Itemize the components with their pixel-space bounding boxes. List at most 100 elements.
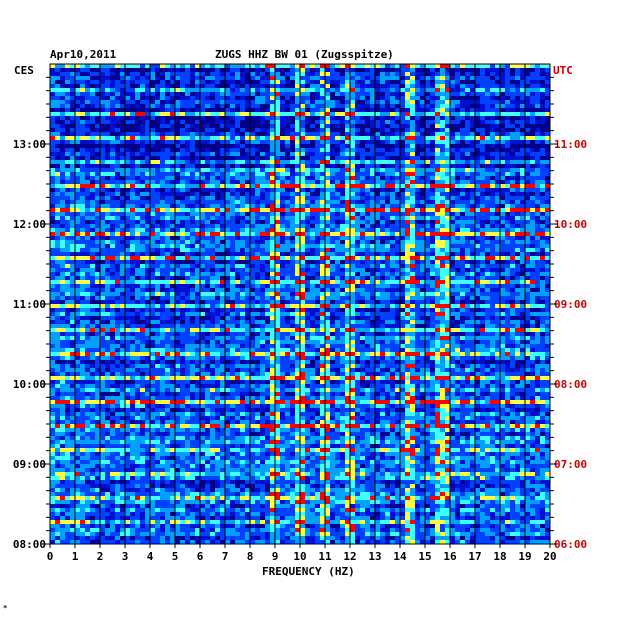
spectrogram-cell	[495, 268, 500, 272]
spectrogram-cell	[110, 152, 115, 156]
spectrogram-cell	[250, 232, 255, 236]
spectrogram-cell	[390, 252, 395, 256]
spectrogram-cell	[395, 96, 400, 100]
spectrogram-cell	[145, 124, 150, 128]
spectrogram-cell	[545, 180, 550, 184]
spectrogram-cell	[130, 276, 135, 280]
spectrogram-cell	[540, 180, 545, 184]
spectrogram-cell	[145, 212, 150, 216]
spectrogram-cell	[175, 284, 180, 288]
spectrogram-cell	[540, 92, 545, 96]
spectrogram-cell	[130, 228, 135, 232]
spectrogram-cell	[175, 192, 180, 196]
spectrogram-cell	[515, 196, 520, 200]
spectrogram-cell	[335, 80, 340, 84]
spectrogram-cell	[545, 232, 550, 236]
spectrogram-cell	[190, 176, 195, 180]
spectrogram-cell	[85, 160, 90, 164]
spectrogram-cell	[180, 76, 185, 80]
spectrogram-cell	[425, 104, 430, 108]
spectrogram-cell	[330, 64, 335, 68]
spectrogram-cell	[415, 136, 420, 140]
spectrogram-cell	[275, 288, 280, 292]
spectrogram-cell	[335, 188, 340, 192]
spectrogram-cell	[470, 156, 475, 160]
spectrogram-cell	[110, 292, 115, 296]
spectrogram-cell	[290, 108, 295, 112]
spectrogram-cell	[360, 96, 365, 100]
spectrogram-cell	[145, 208, 150, 212]
spectrogram-cell	[50, 180, 55, 184]
spectrogram-cell	[340, 200, 345, 204]
spectrogram-cell	[400, 80, 405, 84]
spectrogram-cell	[350, 140, 355, 144]
spectrogram-cell	[185, 80, 190, 84]
spectrogram-cell	[80, 104, 85, 108]
spectrogram-cell	[460, 284, 465, 288]
spectrogram-cell	[480, 168, 485, 172]
spectrogram-cell	[420, 112, 425, 116]
spectrogram-cell	[380, 140, 385, 144]
spectrogram-cell	[130, 132, 135, 136]
spectrogram-cell	[265, 212, 270, 216]
spectrogram-cell	[175, 212, 180, 216]
spectrogram-cell	[130, 92, 135, 96]
spectrogram-cell	[345, 68, 350, 72]
spectrogram-cell	[395, 152, 400, 156]
spectrogram-cell	[135, 204, 140, 208]
spectrogram-cell	[370, 152, 375, 156]
spectrogram-cell	[395, 216, 400, 220]
spectrogram-cell	[495, 184, 500, 188]
spectrogram-cell	[295, 76, 300, 80]
spectrogram-cell	[475, 128, 480, 132]
spectrogram-cell	[100, 172, 105, 176]
spectrogram-cell	[250, 260, 255, 264]
spectrogram-cell	[135, 284, 140, 288]
spectrogram-cell	[495, 196, 500, 200]
spectrogram-cell	[445, 228, 450, 232]
spectrogram-cell	[275, 148, 280, 152]
spectrogram-cell	[370, 72, 375, 76]
spectrogram-cell	[285, 140, 290, 144]
spectrogram-cell	[280, 200, 285, 204]
spectrogram-cell	[50, 204, 55, 208]
spectrogram-cell	[285, 260, 290, 264]
spectrogram-cell	[65, 276, 70, 280]
spectrogram-cell	[135, 176, 140, 180]
spectrogram-cell	[500, 228, 505, 232]
spectrogram-cell	[440, 148, 445, 152]
spectrogram-cell	[490, 288, 495, 292]
spectrogram-cell	[510, 156, 515, 160]
spectrogram-cell	[230, 84, 235, 88]
spectrogram-cell	[545, 224, 550, 228]
spectrogram-cell	[430, 260, 435, 264]
spectrogram-cell	[225, 96, 230, 100]
spectrogram-cell	[440, 132, 445, 136]
spectrogram-cell	[95, 276, 100, 280]
spectrogram-cell	[185, 184, 190, 188]
spectrogram-cell	[505, 80, 510, 84]
spectrogram-cell	[300, 108, 305, 112]
spectrogram-cell	[240, 288, 245, 292]
spectrogram-cell	[130, 120, 135, 124]
spectrogram-cell	[135, 192, 140, 196]
spectrogram-cell	[510, 264, 515, 268]
spectrogram-cell	[515, 132, 520, 136]
spectrogram-cell	[105, 192, 110, 196]
spectrogram-cell	[55, 88, 60, 92]
spectrogram-cell	[235, 112, 240, 116]
spectrogram-cell	[240, 280, 245, 284]
spectrogram-cell	[325, 152, 330, 156]
spectrogram-cell	[215, 168, 220, 172]
spectrogram-cell	[475, 112, 480, 116]
spectrogram-cell	[525, 136, 530, 140]
spectrogram-cell	[310, 208, 315, 212]
spectrogram-cell	[515, 156, 520, 160]
spectrogram-cell	[420, 200, 425, 204]
spectrogram-cell	[200, 256, 205, 260]
spectrogram-cell	[320, 116, 325, 120]
spectrogram-cell	[410, 176, 415, 180]
spectrogram-cell	[210, 152, 215, 156]
spectrogram-cell	[250, 172, 255, 176]
spectrogram-cell	[345, 244, 350, 248]
